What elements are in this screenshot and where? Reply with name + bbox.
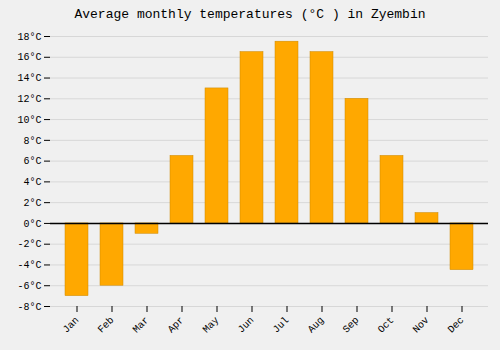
svg-text:12°C: 12°C — [17, 94, 41, 105]
svg-text:-8°C: -8°C — [17, 302, 41, 313]
svg-text:Jun: Jun — [236, 315, 257, 336]
svg-text:-6°C: -6°C — [17, 281, 41, 292]
svg-text:0°C: 0°C — [23, 219, 41, 230]
svg-text:-4°C: -4°C — [17, 260, 41, 271]
svg-text:Jan: Jan — [61, 315, 82, 336]
html-text:Average monthly temperatures (: Average monthly temperatures (°C ) in Zy… — [74, 7, 426, 22]
svg-text:16°C: 16°C — [17, 52, 41, 63]
svg-text:Nov: Nov — [411, 315, 432, 336]
svg-text:Jul: Jul — [271, 315, 292, 336]
svg-text:2°C: 2°C — [23, 198, 41, 209]
svg-text:10°C: 10°C — [17, 115, 41, 126]
svg-text:Feb: Feb — [96, 315, 117, 336]
svg-text:-2°C: -2°C — [17, 239, 41, 250]
svg-text:14°C: 14°C — [17, 73, 41, 84]
svg-text:Apr: Apr — [166, 315, 187, 336]
svg-text:8°C: 8°C — [23, 136, 41, 147]
svg-text:Dec: Dec — [446, 315, 467, 336]
svg-text:4°C: 4°C — [23, 177, 41, 188]
svg-text:Sep: Sep — [341, 315, 362, 336]
svg-text:6°C: 6°C — [23, 156, 41, 167]
svg-text:Aug: Aug — [306, 315, 327, 336]
svg-text:Oct: Oct — [376, 315, 397, 336]
svg-text:18°C: 18°C — [17, 32, 41, 43]
svg-text:Mar: Mar — [131, 315, 152, 336]
svg-text:May: May — [201, 315, 222, 336]
